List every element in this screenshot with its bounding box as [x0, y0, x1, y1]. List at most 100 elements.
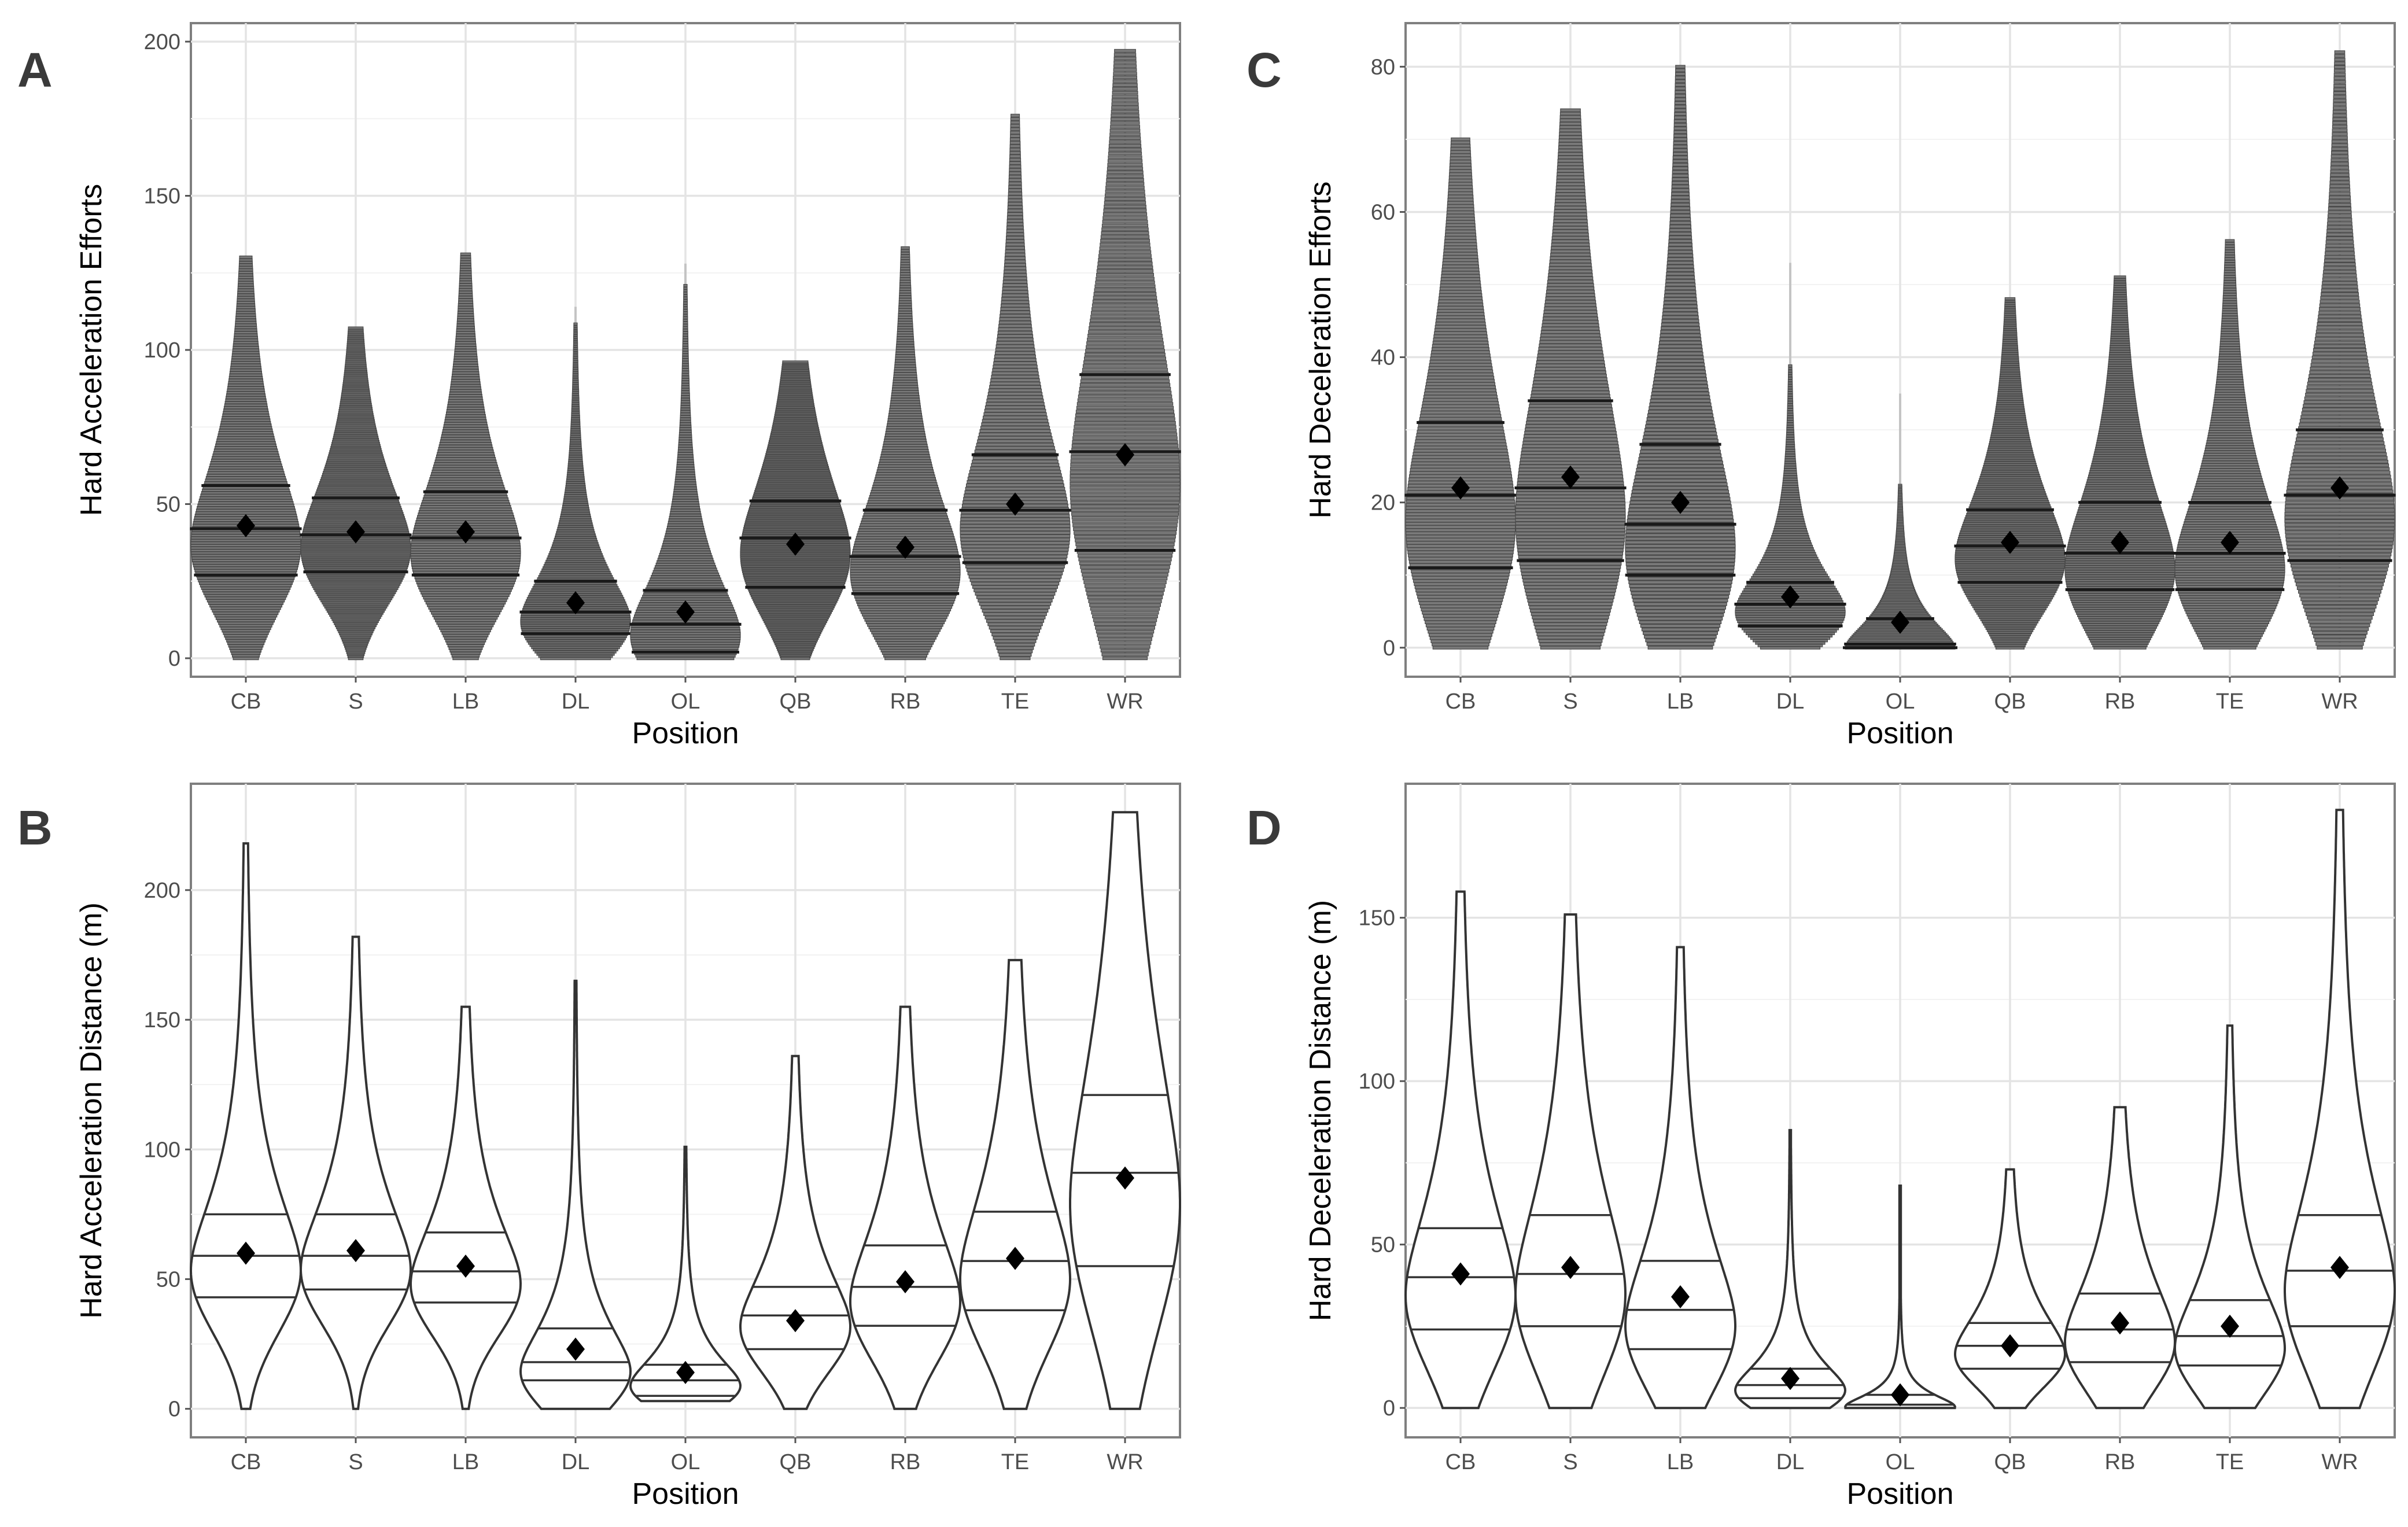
x-tick-label-s: S [348, 689, 363, 714]
mean-marker [676, 1360, 695, 1384]
y-axis-title: Hard Deceleration Efforts [1304, 182, 1337, 519]
violin-dots [2284, 50, 2395, 650]
violin-outline [1514, 913, 1627, 1410]
y-tick-label: 20 [1371, 491, 1395, 515]
y-axis-title: Hard Deceleration Distance (m) [1304, 900, 1337, 1321]
violin-outline [519, 979, 632, 1410]
x-tick-label-qb: QB [1994, 1450, 2026, 1474]
violin-dl [519, 979, 632, 1410]
violin-wr [2284, 809, 2396, 1410]
violin-lb [1624, 946, 1736, 1410]
x-axis-title: Position [632, 717, 739, 750]
violin-dots [1515, 108, 1626, 650]
mean-marker [1451, 1262, 1470, 1286]
panel-a: 0 50 100 150 200 CB S LB DL OL QB RB TE WR Position Har… [17, 22, 1181, 750]
x-tick-label-cb: CB [1445, 1450, 1476, 1474]
violin-s [1514, 913, 1627, 1410]
violin-qb [739, 1054, 851, 1410]
violin-outline [849, 1005, 961, 1410]
violin-dl [519, 307, 632, 661]
y-tick-label: 0 [168, 647, 180, 671]
x-tick-label-dl: DL [1776, 689, 1805, 714]
x-tick-label-wr: WR [1107, 689, 1143, 714]
violin-wr [1069, 811, 1181, 1410]
violin-rb [849, 1005, 961, 1410]
x-tick-label-cb: CB [231, 1450, 261, 1474]
x-tick-label-ol: OL [671, 689, 700, 714]
violin-outline [2173, 1024, 2287, 1410]
x-tick-label-s: S [1563, 1450, 1577, 1474]
y-tick-label: 50 [156, 493, 180, 517]
violin-lb [410, 252, 522, 661]
x-tick-label-rb: RB [2105, 1450, 2136, 1474]
panel-b: 0 50 100 150 200 CB S LB DL OL QB RB TE WR Position Har… [17, 783, 1181, 1511]
violin-rb [2064, 1106, 2176, 1410]
x-tick-label-ol: OL [1886, 1450, 1915, 1474]
mean-marker [2001, 1334, 2019, 1358]
mean-marker [1451, 476, 1470, 500]
violin-dots [410, 252, 521, 661]
x-tick-label-lb: LB [1667, 689, 1694, 714]
y-tick-label: 150 [144, 184, 180, 208]
mean-marker [1006, 1246, 1024, 1270]
mean-marker [1561, 465, 1580, 489]
violin-wr [1069, 49, 1181, 661]
violin-te [959, 113, 1071, 661]
violin-wr [2284, 50, 2396, 650]
violin-dots [1070, 49, 1181, 661]
violin-dots [1735, 364, 1846, 650]
violin-dots [1845, 484, 1956, 650]
y-tick-label: 100 [1359, 1069, 1395, 1094]
mean-marker [896, 1270, 914, 1293]
x-axis-title: Position [1847, 1477, 1954, 1511]
y-tick-label: 0 [1383, 636, 1395, 661]
x-tick-label-dl: DL [562, 1450, 590, 1474]
x-tick-label-qb: QB [780, 1450, 812, 1474]
mean-marker [237, 1241, 255, 1265]
mean-marker [676, 600, 695, 624]
violin-te [959, 958, 1071, 1410]
y-tick-label: 150 [1359, 906, 1395, 931]
x-tick-label-wr: WR [2321, 1450, 2358, 1474]
y-axis-title: Hard Acceleration Distance (m) [75, 902, 108, 1319]
x-axis-title: Position [1847, 717, 1954, 750]
y-tick-label: 100 [144, 338, 180, 363]
mean-marker [1561, 1256, 1580, 1279]
x-tick-label-s: S [348, 1450, 363, 1474]
violin-outline [1953, 1168, 2067, 1410]
mean-marker [1891, 610, 1909, 634]
x-tick-label-wr: WR [2321, 689, 2358, 714]
violin-cb [1404, 890, 1517, 1410]
violin-cb [189, 842, 303, 1410]
violin-s [299, 935, 412, 1410]
mean-marker [786, 532, 805, 556]
violin-outline [1624, 946, 1736, 1410]
x-tick-label-ol: OL [1886, 689, 1915, 714]
violin-dots [630, 284, 741, 661]
x-tick-label-cb: CB [231, 689, 261, 714]
violin-outline [629, 1145, 742, 1403]
x-tick-label-ol: OL [671, 1450, 700, 1474]
panel-letter: D [1247, 801, 1282, 855]
violin-outline [2284, 809, 2396, 1410]
mean-marker [1671, 1285, 1690, 1309]
violin-dots [1955, 297, 2066, 650]
panel-letter: A [17, 43, 53, 97]
x-tick-label-te: TE [2216, 1450, 2244, 1474]
mean-marker [1116, 1166, 1134, 1190]
y-tick-label: 150 [144, 1008, 180, 1032]
violin-dots [1625, 65, 1736, 650]
violin-ol [629, 1145, 742, 1403]
mean-marker [346, 520, 365, 544]
x-tick-label-wr: WR [1107, 1450, 1143, 1474]
x-tick-label-qb: QB [1994, 689, 2026, 714]
violin-dl [1734, 263, 1846, 650]
violin-rb [849, 246, 961, 661]
violin-outline [1404, 890, 1517, 1410]
y-tick-label: 100 [144, 1138, 180, 1162]
mean-marker [566, 591, 585, 615]
violin-outline [739, 1054, 851, 1410]
mean-marker [1891, 1383, 1909, 1407]
mean-marker [2330, 476, 2349, 500]
y-tick-label: 80 [1371, 55, 1395, 79]
